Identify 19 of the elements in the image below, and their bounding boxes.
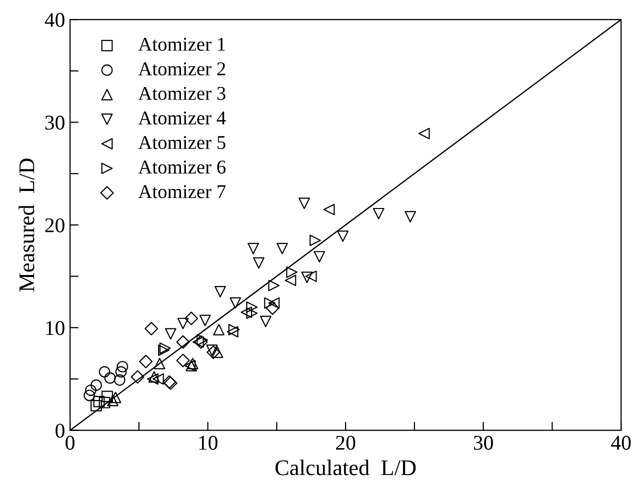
y-tick-label: 0 xyxy=(56,424,64,438)
y-tick-label: 40 xyxy=(44,12,64,27)
legend-label: Atomizer 1 xyxy=(138,38,225,51)
legend-label: Atomizer 3 xyxy=(138,86,226,100)
x-tick-label: 20 xyxy=(336,436,356,450)
y-tick-label: 20 xyxy=(45,218,64,232)
x-tick-label: 30 xyxy=(474,436,493,450)
legend-label: Atomizer 5 xyxy=(138,136,226,150)
legend-label: Atomizer 4 xyxy=(138,111,226,125)
y-tick-label: 30 xyxy=(45,116,64,130)
legend-label: Atomizer 2 xyxy=(138,62,226,76)
y-tick-label: 10 xyxy=(46,321,64,336)
y-axis-title: Measured L/D xyxy=(18,158,34,292)
legend-label: Atomizer 6 xyxy=(138,160,226,174)
x-tick-label: 40 xyxy=(611,436,631,450)
x-tick-label: 10 xyxy=(199,436,218,450)
x-axis-title: Calculated L/D xyxy=(276,460,416,476)
x-tick-label: 0 xyxy=(66,436,74,450)
legend-label: Atomizer 7 xyxy=(138,185,226,198)
